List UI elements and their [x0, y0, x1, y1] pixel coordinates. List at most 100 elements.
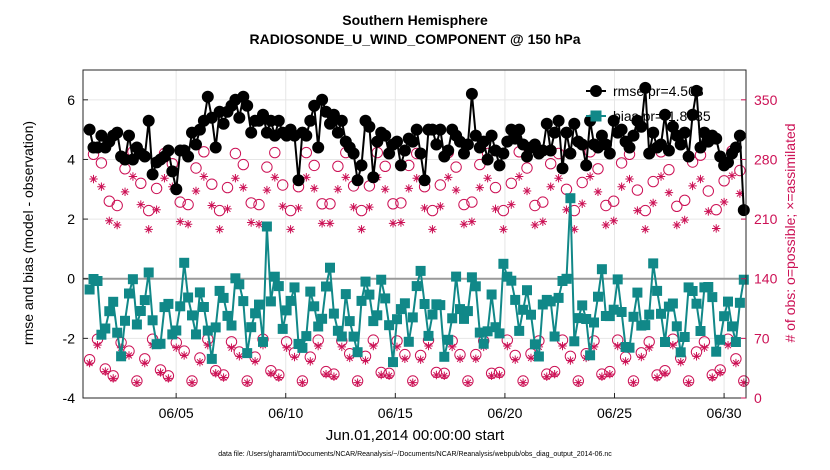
bias-point [451, 271, 462, 282]
obs-assimilated-point [451, 185, 461, 195]
rmse-point [477, 135, 490, 148]
obs-possible-point [198, 146, 210, 158]
rmse-point [678, 126, 691, 139]
obs-assimilated-point [621, 357, 630, 366]
x-tick-label: 06/05 [159, 405, 194, 421]
bias-point [407, 312, 418, 323]
rmse-point [635, 120, 648, 133]
bias-point [183, 292, 194, 303]
y-tick-label: 4 [67, 151, 75, 167]
rmse-point [347, 147, 360, 160]
obs-possible-point [521, 162, 533, 174]
y-tick-label: 0 [67, 271, 75, 287]
obs-assimilated-point [633, 206, 642, 215]
obs-possible-point [466, 196, 478, 208]
y2-tick-label: 0 [754, 390, 762, 406]
obs-assimilated-point [132, 378, 142, 387]
obs-assimilated-point [487, 371, 496, 381]
obs-possible-point [702, 185, 714, 197]
obs-assimilated-point [550, 369, 559, 379]
bias-point [533, 351, 544, 362]
obs-assimilated-point [554, 173, 563, 183]
obs-possible-point [671, 200, 683, 213]
bias-point [175, 301, 186, 312]
bias-point [419, 299, 430, 309]
rmse-point [430, 138, 443, 151]
obs-assimilated-point [589, 342, 599, 352]
rmse-point [111, 126, 124, 139]
bias-point [194, 287, 205, 298]
obs-assimilated-point [176, 217, 185, 226]
obs-assimilated-point [637, 352, 646, 362]
obs-assimilated-point [321, 369, 331, 379]
obs-assimilated-point [440, 371, 449, 381]
obs-assimilated-point [310, 184, 319, 193]
obs-assimilated-point [294, 203, 303, 213]
y2-tick-label: 350 [754, 92, 778, 108]
y-tick-label: -4 [63, 390, 76, 406]
rmse-point [201, 90, 214, 103]
bias-point [514, 325, 525, 336]
obs-assimilated-point [412, 173, 421, 183]
obs-assimilated-point [369, 341, 378, 351]
obs-assimilated-point [530, 220, 540, 230]
obs-assimilated-point [164, 374, 173, 383]
obs-assimilated-point [432, 370, 441, 380]
obs-assimilated-point [207, 201, 216, 210]
bias-point [163, 298, 174, 309]
bias-point [372, 310, 383, 321]
obs-assimilated-point [282, 343, 291, 352]
bias-point [553, 292, 564, 303]
obs-assimilated-point [625, 174, 634, 184]
obs-assimilated-point [93, 340, 102, 350]
bias-point [376, 274, 387, 285]
obs-assimilated-point [495, 370, 504, 380]
bias-point [317, 313, 328, 324]
obs-assimilated-point [511, 355, 520, 364]
bias-point [612, 274, 623, 285]
obs-assimilated-point [349, 202, 358, 212]
obs-assimilated-point [128, 172, 138, 181]
bias-point [265, 296, 276, 307]
obs-assimilated-point [400, 354, 410, 364]
obs-assimilated-point [152, 205, 161, 214]
rmse-point [316, 93, 329, 106]
rmse-point [540, 117, 553, 130]
obs-possible-point [332, 160, 344, 173]
bias-point [250, 308, 261, 319]
obs-assimilated-point [144, 225, 153, 234]
obs-assimilated-point [195, 358, 205, 367]
obs-possible-point [639, 204, 651, 217]
rmse-point [548, 126, 561, 139]
obs-possible-point [237, 158, 250, 171]
bias-point [340, 289, 351, 300]
bias-point [691, 298, 702, 309]
obs-possible-point [253, 198, 265, 211]
bias-point [596, 264, 607, 275]
bias-point [585, 350, 596, 361]
bias-point [297, 342, 308, 353]
obs-possible-point [505, 177, 517, 190]
bias-point [273, 281, 284, 292]
rmse-point [627, 129, 640, 142]
rmse-point [674, 138, 687, 151]
obs-assimilated-point [85, 358, 94, 368]
obs-assimilated-point [298, 378, 307, 387]
rmse-point [568, 117, 581, 130]
bias-point [301, 331, 312, 342]
obs-assimilated-point [341, 173, 350, 182]
rmse-point [544, 144, 557, 157]
bias-point [143, 267, 154, 278]
bias-point [139, 295, 150, 306]
rmse-point [241, 99, 254, 112]
rmse-point [138, 150, 151, 163]
obs-assimilated-point [613, 341, 622, 351]
rmse-point [623, 141, 636, 154]
obs-assimilated-point [239, 183, 248, 192]
rmse-point [493, 159, 506, 172]
bias-point [206, 353, 217, 364]
obs-assimilated-point [246, 218, 256, 227]
obs-assimilated-point [574, 378, 583, 387]
obs-assimilated-point [227, 343, 236, 352]
